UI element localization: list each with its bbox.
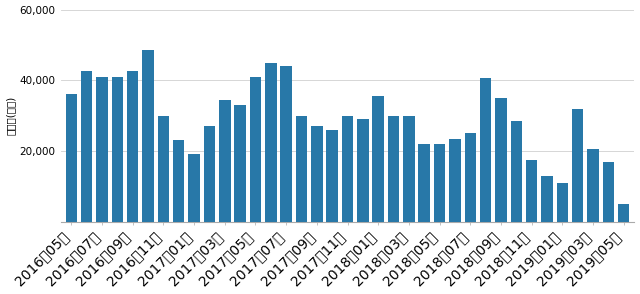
- Bar: [234, 105, 246, 222]
- Bar: [157, 116, 169, 222]
- Bar: [188, 154, 200, 222]
- Bar: [511, 121, 522, 222]
- Bar: [434, 144, 445, 222]
- Bar: [342, 116, 353, 222]
- Bar: [480, 78, 492, 222]
- Bar: [403, 116, 415, 222]
- Bar: [326, 130, 338, 222]
- Bar: [81, 71, 92, 222]
- Bar: [65, 94, 77, 222]
- Bar: [541, 176, 553, 222]
- Bar: [173, 140, 184, 222]
- Bar: [127, 71, 138, 222]
- Bar: [142, 50, 154, 222]
- Bar: [311, 126, 323, 222]
- Bar: [388, 116, 399, 222]
- Bar: [296, 116, 307, 222]
- Bar: [465, 133, 476, 222]
- Y-axis label: 거래량(건수): 거래량(건수): [6, 96, 15, 135]
- Bar: [557, 183, 568, 222]
- Bar: [526, 160, 538, 222]
- Bar: [603, 161, 614, 222]
- Bar: [372, 96, 384, 222]
- Bar: [357, 119, 369, 222]
- Bar: [111, 77, 123, 222]
- Bar: [449, 138, 461, 222]
- Bar: [588, 149, 599, 222]
- Bar: [618, 204, 630, 222]
- Bar: [419, 144, 430, 222]
- Bar: [495, 98, 507, 222]
- Bar: [219, 100, 230, 222]
- Bar: [204, 126, 215, 222]
- Bar: [250, 77, 261, 222]
- Bar: [280, 66, 292, 222]
- Bar: [265, 63, 276, 222]
- Bar: [96, 77, 108, 222]
- Bar: [572, 108, 584, 222]
